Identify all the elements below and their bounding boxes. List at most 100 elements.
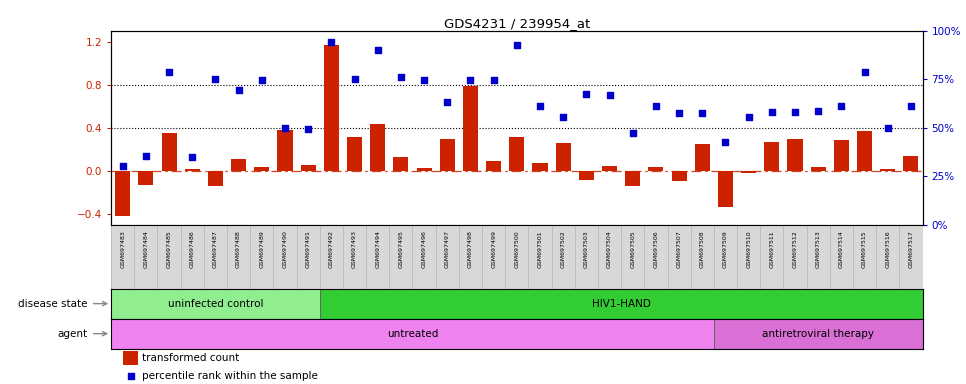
Text: GSM697494: GSM697494 [375, 230, 381, 268]
Point [393, 74, 409, 80]
Bar [254, 167, 270, 171]
Text: GSM697512: GSM697512 [792, 230, 798, 268]
Point [787, 109, 803, 115]
Point [185, 154, 200, 160]
Text: GSM697486: GSM697486 [189, 230, 195, 268]
Bar [834, 140, 849, 171]
Text: GSM697498: GSM697498 [468, 230, 473, 268]
Bar [903, 156, 919, 171]
Point [115, 162, 130, 169]
Bar [277, 130, 293, 171]
Point [625, 130, 640, 136]
Bar [787, 139, 803, 171]
Point [277, 125, 293, 131]
Point [509, 42, 525, 48]
Point [671, 110, 687, 116]
Point [579, 91, 594, 98]
Text: GSM697515: GSM697515 [862, 230, 867, 268]
Point [370, 47, 385, 53]
Text: GSM697511: GSM697511 [769, 230, 775, 268]
Text: GSM697505: GSM697505 [630, 230, 636, 268]
Bar [231, 159, 246, 171]
Bar [208, 171, 223, 186]
Text: GSM697503: GSM697503 [583, 230, 589, 268]
Point [764, 109, 780, 115]
Text: GSM697500: GSM697500 [514, 230, 520, 268]
Bar [625, 171, 640, 186]
Bar [161, 133, 177, 171]
Text: GSM697492: GSM697492 [328, 230, 334, 268]
Bar [880, 169, 895, 171]
Text: disease state: disease state [18, 299, 107, 309]
Bar [857, 131, 872, 171]
Bar [579, 171, 594, 180]
Text: GSM697484: GSM697484 [143, 230, 149, 268]
Bar [602, 166, 617, 171]
Bar [300, 165, 316, 171]
Point [880, 125, 895, 131]
Bar [138, 171, 154, 185]
Bar [714, 319, 923, 349]
Text: GSM697510: GSM697510 [746, 230, 752, 268]
Text: untreated: untreated [386, 329, 439, 339]
Bar [741, 171, 756, 173]
Point [123, 373, 138, 379]
Text: GSM697489: GSM697489 [259, 230, 265, 268]
Point [718, 139, 733, 145]
Point [648, 103, 664, 109]
Bar [463, 86, 478, 171]
Point [695, 110, 710, 116]
Title: GDS4231 / 239954_at: GDS4231 / 239954_at [443, 17, 590, 30]
Bar [486, 161, 501, 171]
Text: transformed count: transformed count [142, 353, 240, 363]
Point [810, 108, 826, 114]
Point [416, 77, 432, 83]
Point [440, 99, 455, 105]
Point [741, 114, 756, 120]
Text: GSM697497: GSM697497 [444, 230, 450, 268]
Bar [810, 167, 826, 171]
Point [903, 103, 919, 109]
Text: GSM697495: GSM697495 [398, 230, 404, 268]
Bar [393, 157, 409, 171]
Bar [115, 171, 130, 217]
Text: GSM697487: GSM697487 [213, 230, 218, 268]
Bar [111, 289, 320, 319]
Bar [320, 289, 923, 319]
Text: agent: agent [58, 329, 107, 339]
Point [532, 103, 548, 109]
Bar [111, 319, 714, 349]
Bar [324, 45, 339, 171]
Point [602, 93, 617, 99]
Point [857, 69, 872, 75]
Bar [532, 164, 548, 171]
Point [347, 76, 362, 82]
Bar [347, 136, 362, 171]
Bar [416, 168, 432, 171]
Point [300, 126, 316, 132]
Bar [124, 351, 138, 364]
Text: percentile rank within the sample: percentile rank within the sample [142, 371, 318, 381]
Bar [648, 167, 664, 171]
Text: antiretroviral therapy: antiretroviral therapy [762, 329, 874, 339]
Point [324, 38, 339, 45]
Text: GSM697517: GSM697517 [908, 230, 914, 268]
Text: GSM697496: GSM697496 [421, 230, 427, 268]
Bar [555, 143, 571, 171]
Text: GSM697507: GSM697507 [676, 230, 682, 268]
Text: GSM697508: GSM697508 [699, 230, 705, 268]
Text: HIV1-HAND: HIV1-HAND [592, 299, 650, 309]
Text: GSM697502: GSM697502 [560, 230, 566, 268]
Bar [671, 171, 687, 181]
Text: GSM697490: GSM697490 [282, 230, 288, 268]
Text: GSM697513: GSM697513 [815, 230, 821, 268]
Point [138, 153, 154, 159]
Point [208, 76, 223, 82]
Point [555, 114, 571, 120]
Text: uninfected control: uninfected control [168, 299, 263, 309]
Bar [509, 136, 525, 171]
Point [834, 103, 849, 109]
Text: GSM697499: GSM697499 [491, 230, 497, 268]
Text: GSM697506: GSM697506 [653, 230, 659, 268]
Bar [440, 139, 455, 171]
